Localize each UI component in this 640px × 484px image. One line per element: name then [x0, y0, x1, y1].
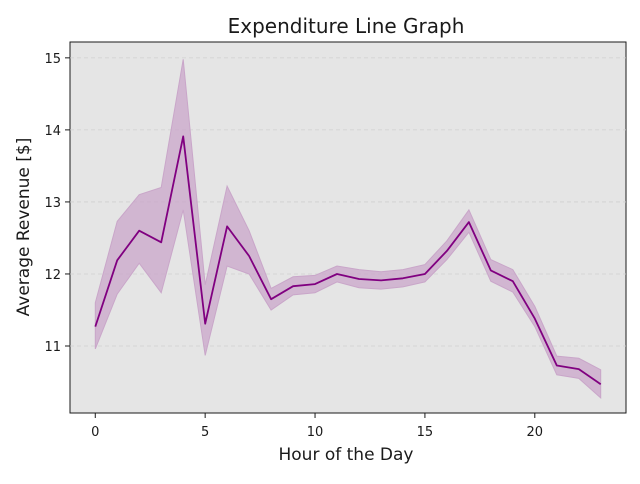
y-tick-label: 14: [44, 124, 61, 139]
x-axis-label: Hour of the Day: [278, 445, 413, 465]
x-tick-label: 10: [307, 425, 324, 440]
x-tick-label: 5: [201, 425, 209, 440]
x-tick-label: 15: [417, 425, 434, 440]
series-line: [94, 135, 602, 385]
y-tick-label: 11: [44, 340, 61, 355]
series-line-layer: [94, 135, 602, 385]
y-tick-label: 15: [44, 52, 61, 67]
y-tick-label: 13: [44, 196, 61, 211]
x-tick-label: 20: [527, 425, 544, 440]
confidence-band: [94, 59, 602, 400]
y-axis-ticks: 11 12 13 14 15: [44, 52, 70, 355]
y-axis-label: Average Revenue [$]: [14, 138, 34, 317]
x-tick-label: 0: [91, 425, 99, 440]
chart-title: Expenditure Line Graph: [228, 14, 465, 38]
confidence-band-layer: [94, 59, 602, 400]
y-tick-label: 12: [44, 268, 61, 283]
x-axis-ticks: 0 5 10 15 20: [91, 413, 543, 440]
